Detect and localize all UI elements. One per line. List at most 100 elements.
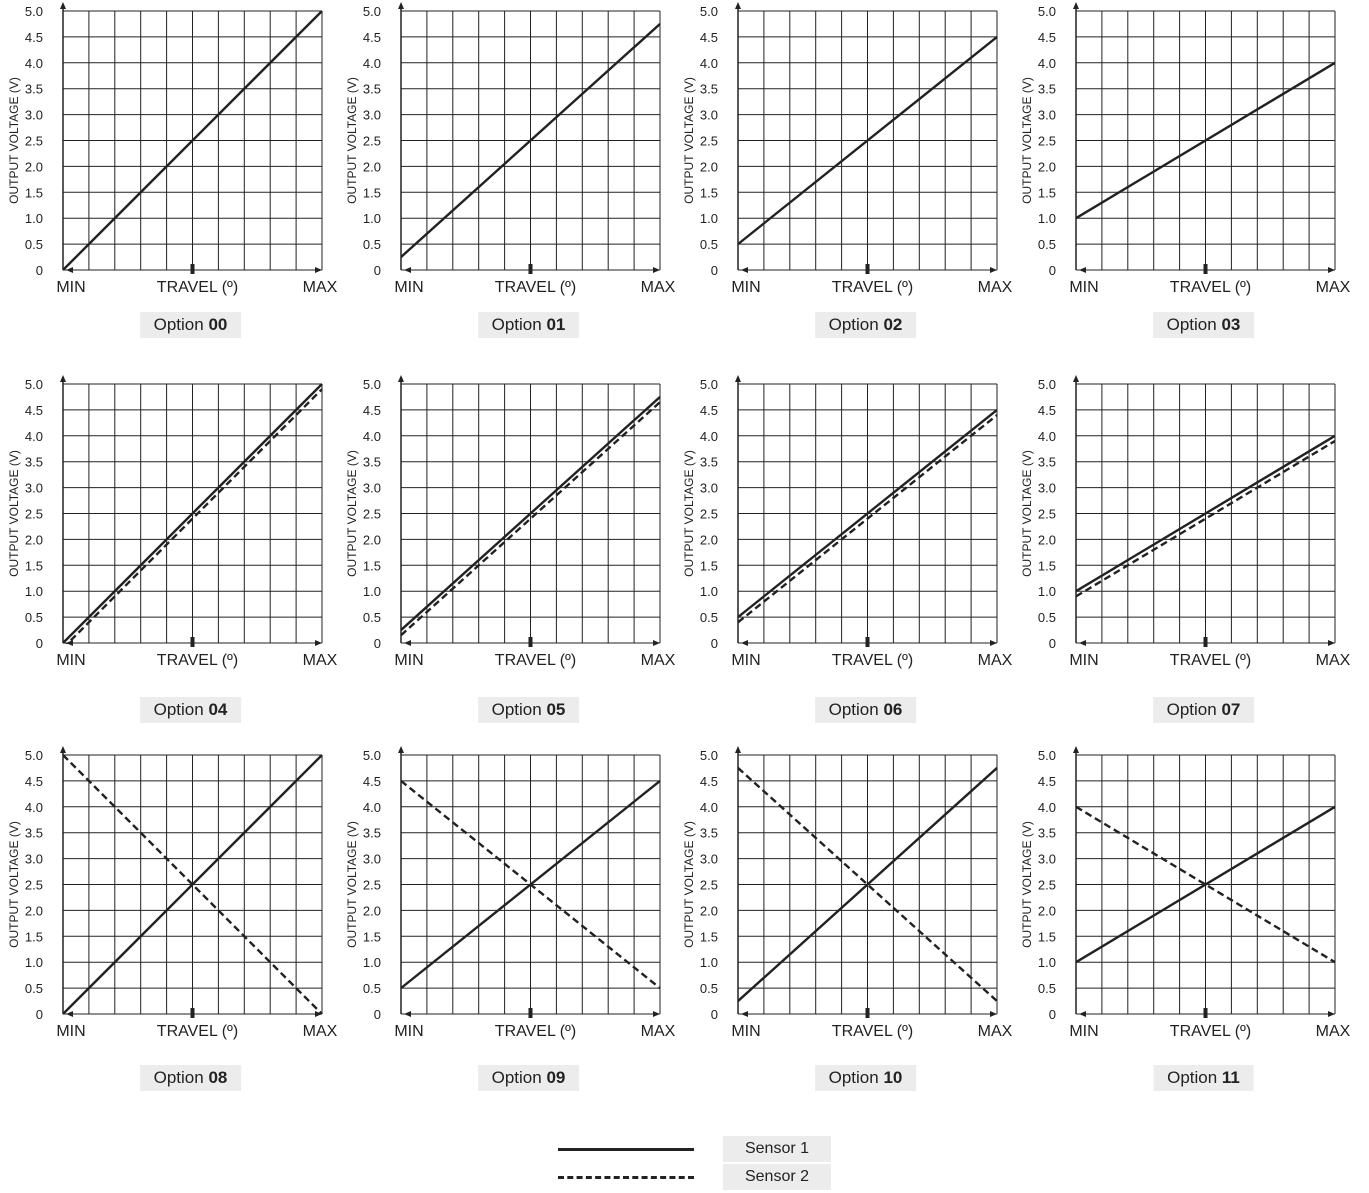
y-tick-label: 4.5 bbox=[700, 774, 718, 789]
y-tick-label: 0.5 bbox=[1038, 981, 1056, 996]
y-tick-label: 2.5 bbox=[700, 134, 718, 149]
y-tick-label: 0 bbox=[711, 1007, 718, 1022]
y-axis-label: OUTPUT VOLTAGE (V) bbox=[682, 77, 696, 204]
y-tick-label: 5.0 bbox=[363, 748, 381, 763]
option-label-number: 05 bbox=[546, 700, 566, 719]
y-tick-label: 3.5 bbox=[1038, 82, 1056, 97]
chart-svg: 0 0.5 1.0 1.5 2.0 2.5 3.0 3.5 4.0 4.5 5.0 OUTPUT VO… bbox=[7, 375, 338, 669]
x-axis-label: TRAVEL (º) bbox=[157, 652, 238, 669]
option-label: Option 05 bbox=[477, 697, 580, 723]
legend-label-sensor-2: Sensor 2 bbox=[723, 1164, 831, 1190]
y-tick-label: 1.0 bbox=[25, 955, 43, 970]
x-axis-arrow-left-icon bbox=[741, 267, 748, 273]
x-tick-label-min: MIN bbox=[394, 1023, 423, 1040]
y-tick-label: 0.5 bbox=[25, 237, 43, 252]
y-axis-arrow-icon bbox=[60, 2, 66, 9]
y-tick-label: 0 bbox=[374, 263, 381, 278]
x-axis-center-tick bbox=[865, 637, 870, 647]
y-tick-label: 4.0 bbox=[25, 800, 43, 815]
chart-option-06: 0 0.5 1.0 1.5 2.0 2.5 3.0 3.5 4.0 4.5 5.0 OUTPUT VO… bbox=[678, 374, 1018, 674]
y-axis-arrow-icon bbox=[60, 375, 66, 382]
option-label: Option 11 bbox=[1153, 1065, 1254, 1091]
y-tick-label: 5.0 bbox=[700, 377, 718, 392]
x-tick-label-max: MAX bbox=[978, 652, 1013, 669]
y-tick-label: 0.5 bbox=[363, 981, 381, 996]
y-tick-label: 3.0 bbox=[363, 852, 381, 867]
y-tick-label: 1.0 bbox=[700, 584, 718, 599]
x-axis-arrow-right-icon bbox=[315, 267, 322, 273]
y-tick-label: 3.5 bbox=[700, 455, 718, 470]
x-axis-label: TRAVEL (º) bbox=[1170, 652, 1251, 669]
series-line-sensor-1 bbox=[63, 10, 323, 271]
x-axis-center-tick bbox=[528, 264, 533, 274]
y-tick-label: 3.0 bbox=[363, 481, 381, 496]
series-line-sensor-2 bbox=[738, 414, 998, 624]
option-label-prefix: Option bbox=[491, 1068, 547, 1087]
y-tick-label: 0 bbox=[711, 636, 718, 651]
option-label-prefix: Option bbox=[491, 700, 547, 719]
x-tick-label-max: MAX bbox=[1316, 279, 1351, 296]
y-tick-label: 3.0 bbox=[25, 108, 43, 123]
legend-label-sensor-1: Sensor 1 bbox=[723, 1136, 831, 1162]
y-tick-label: 2.5 bbox=[700, 507, 718, 522]
x-axis-arrow-left-icon bbox=[66, 267, 73, 273]
option-label: Option 01 bbox=[477, 312, 580, 338]
y-tick-label: 1.0 bbox=[25, 211, 43, 226]
y-tick-label: 2.0 bbox=[25, 159, 43, 174]
chart-svg: 0 0.5 1.0 1.5 2.0 2.5 3.0 3.5 4.0 4.5 5.0 OUTPUT VO… bbox=[682, 746, 1013, 1040]
y-tick-label: 2.5 bbox=[1038, 134, 1056, 149]
option-label: Option 03 bbox=[1152, 312, 1255, 338]
option-label: Option 07 bbox=[1152, 697, 1255, 723]
series-line-sensor-1 bbox=[63, 754, 323, 1015]
chart-option-04: 0 0.5 1.0 1.5 2.0 2.5 3.0 3.5 4.0 4.5 5.0 OUTPUT VO… bbox=[3, 374, 343, 674]
x-axis-arrow-left-icon bbox=[404, 640, 411, 646]
y-axis-label: OUTPUT VOLTAGE (V) bbox=[7, 821, 21, 948]
y-tick-label: 1.5 bbox=[1038, 558, 1056, 573]
chart-option-09: 0 0.5 1.0 1.5 2.0 2.5 3.0 3.5 4.0 4.5 5.0 OUTPUT VO… bbox=[341, 745, 681, 1045]
y-tick-label: 0.5 bbox=[1038, 610, 1056, 625]
chart-svg: 0 0.5 1.0 1.5 2.0 2.5 3.0 3.5 4.0 4.5 5.0 OUTPUT VO… bbox=[682, 375, 1013, 669]
x-axis-center-tick bbox=[1203, 1008, 1208, 1018]
chart-option-01: 0 0.5 1.0 1.5 2.0 2.5 3.0 3.5 4.0 4.5 5.0 OUTPUT VO… bbox=[341, 1, 681, 301]
y-tick-label: 1.0 bbox=[1038, 584, 1056, 599]
y-axis-arrow-icon bbox=[1073, 375, 1079, 382]
y-axis-label: OUTPUT VOLTAGE (V) bbox=[1020, 77, 1034, 204]
x-tick-label-min: MIN bbox=[56, 652, 85, 669]
x-tick-label-min: MIN bbox=[56, 279, 85, 296]
x-axis-label: TRAVEL (º) bbox=[832, 652, 913, 669]
y-tick-label: 3.5 bbox=[25, 455, 43, 470]
y-tick-label: 2.5 bbox=[25, 507, 43, 522]
x-axis-arrow-right-icon bbox=[653, 267, 660, 273]
y-tick-label: 5.0 bbox=[1038, 748, 1056, 763]
chart-svg: 0 0.5 1.0 1.5 2.0 2.5 3.0 3.5 4.0 4.5 5.0 OUTPUT VO… bbox=[7, 2, 338, 296]
chart-option-05: 0 0.5 1.0 1.5 2.0 2.5 3.0 3.5 4.0 4.5 5.0 OUTPUT VO… bbox=[341, 374, 681, 674]
chart-svg: 0 0.5 1.0 1.5 2.0 2.5 3.0 3.5 4.0 4.5 5.0 OUTPUT VO… bbox=[345, 746, 676, 1040]
y-tick-label: 0.5 bbox=[363, 237, 381, 252]
legend-item-sensor-2: Sensor 2 bbox=[555, 1164, 831, 1190]
chart-svg: 0 0.5 1.0 1.5 2.0 2.5 3.0 3.5 4.0 4.5 5.0 OUTPUT VO… bbox=[1020, 375, 1351, 669]
y-tick-label: 4.5 bbox=[1038, 774, 1056, 789]
y-axis-label: OUTPUT VOLTAGE (V) bbox=[345, 450, 359, 577]
y-tick-label: 1.0 bbox=[1038, 955, 1056, 970]
y-tick-label: 1.5 bbox=[363, 929, 381, 944]
option-label-prefix: Option bbox=[828, 1068, 884, 1087]
series-line-sensor-1 bbox=[738, 35, 998, 246]
y-tick-label: 3.0 bbox=[1038, 108, 1056, 123]
x-tick-label-max: MAX bbox=[303, 279, 338, 296]
y-tick-label: 3.5 bbox=[363, 82, 381, 97]
chart-svg: 0 0.5 1.0 1.5 2.0 2.5 3.0 3.5 4.0 4.5 5.0 OUTPUT VO… bbox=[345, 375, 676, 669]
chart-svg: 0 0.5 1.0 1.5 2.0 2.5 3.0 3.5 4.0 4.5 5.0 OUTPUT VO… bbox=[1020, 746, 1351, 1040]
y-tick-label: 2.0 bbox=[1038, 903, 1056, 918]
y-tick-label: 4.5 bbox=[1038, 403, 1056, 418]
y-tick-label: 2.5 bbox=[25, 134, 43, 149]
y-tick-label: 4.5 bbox=[1038, 30, 1056, 45]
y-tick-label: 3.5 bbox=[1038, 826, 1056, 841]
y-tick-label: 4.5 bbox=[363, 403, 381, 418]
x-axis-arrow-right-icon bbox=[653, 640, 660, 646]
chart-option-08: 0 0.5 1.0 1.5 2.0 2.5 3.0 3.5 4.0 4.5 5.0 OUTPUT VO… bbox=[3, 745, 343, 1045]
chart-option-07: 0 0.5 1.0 1.5 2.0 2.5 3.0 3.5 4.0 4.5 5.0 OUTPUT VO… bbox=[1016, 374, 1356, 674]
y-tick-label: 3.0 bbox=[25, 481, 43, 496]
series-line-sensor-1 bbox=[738, 408, 998, 619]
y-tick-label: 4.5 bbox=[25, 403, 43, 418]
x-axis-arrow-right-icon bbox=[1328, 640, 1335, 646]
